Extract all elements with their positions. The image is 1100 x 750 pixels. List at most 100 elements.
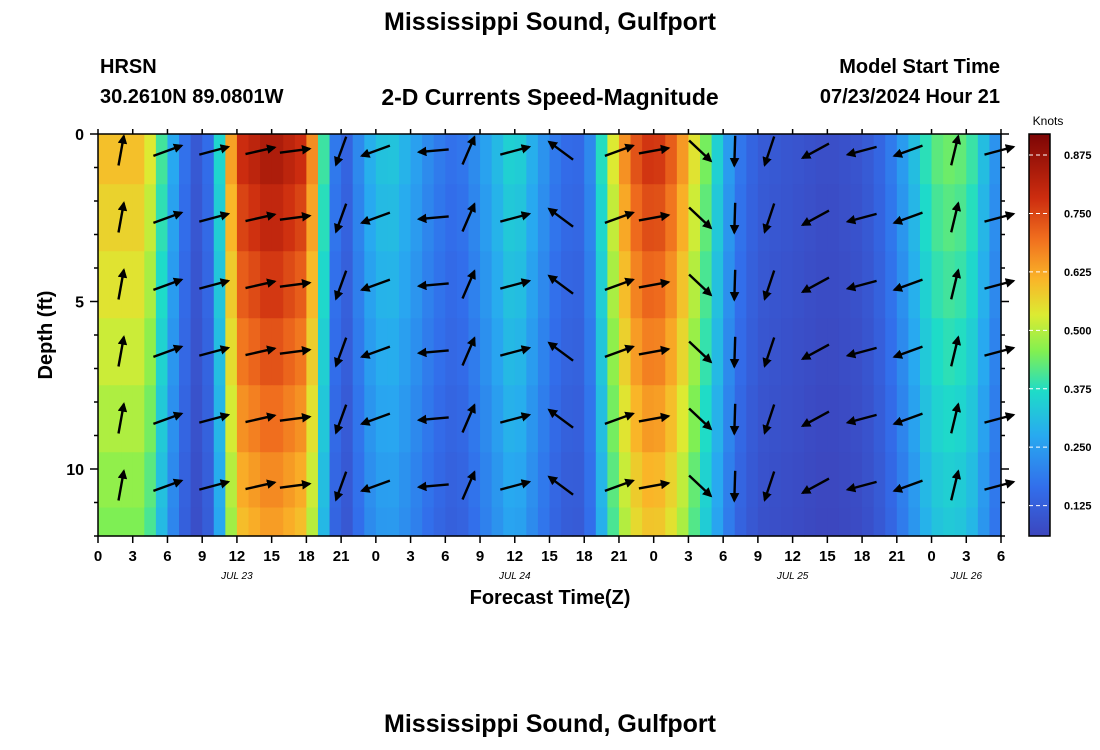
heatmap-cell [190, 184, 203, 252]
heatmap-cell [422, 134, 435, 185]
x-tick-label: 6 [719, 548, 727, 565]
current-vector-arrow [800, 477, 830, 494]
current-vector-arrow [688, 407, 713, 431]
current-vector-arrow [117, 268, 128, 300]
date-label: JUL 23 [220, 571, 253, 582]
heatmap-cell [757, 385, 771, 453]
x-tick-label: 6 [997, 548, 1005, 565]
heatmap-cell [711, 134, 724, 185]
heatmap-cell [306, 184, 319, 252]
heatmap-cell [109, 507, 122, 537]
heatmap-cell [375, 385, 389, 453]
heatmap-cell [885, 452, 898, 509]
current-vector-arrow [152, 411, 184, 426]
heatmap-cell [711, 251, 724, 319]
heatmap-cell [769, 251, 782, 319]
x-tick-label: 0 [927, 548, 935, 565]
heatmap-cell [294, 452, 307, 509]
heatmap-cell [526, 452, 539, 509]
heatmap-cell [931, 452, 944, 509]
heatmap-cell [769, 507, 782, 537]
current-vector-arrow [359, 211, 391, 225]
current-vector-arrow [245, 412, 277, 424]
heatmap-cell [919, 385, 933, 453]
heatmap-cell [155, 251, 169, 319]
heatmap-cell [792, 184, 805, 252]
heatmap-cell [121, 452, 134, 509]
heatmap-cell [688, 507, 701, 537]
heatmap-cell [514, 507, 527, 537]
x-axis: 0 3 6 9 12 15 18 21 0 3 6 9 12 15 18 21 0 3 6 9 12 15 18 21 0 3 6 J… [94, 129, 1005, 582]
heatmap-cell [977, 507, 991, 537]
current-vector-arrow [416, 213, 449, 224]
heatmap-cell [838, 385, 852, 453]
heatmap-cell [341, 134, 354, 185]
heatmap-cell [734, 318, 747, 386]
current-vector-arrow [547, 207, 574, 228]
heatmap-cell [850, 452, 863, 509]
heatmap-cell [445, 507, 458, 537]
heatmap-cell [688, 184, 701, 252]
heatmap-cell [630, 251, 643, 319]
heatmap-cell [676, 452, 690, 509]
heatmap-cell [862, 318, 875, 386]
heatmap-cell [352, 134, 365, 185]
heatmap-cell [132, 251, 145, 319]
heatmap-cell [815, 507, 828, 537]
heatmap-cell [422, 452, 435, 509]
heatmap-cell [607, 507, 620, 537]
heatmap-cell [422, 507, 435, 537]
heatmap-cell [225, 507, 238, 537]
heatmap-cell [711, 318, 724, 386]
current-vector-arrow [359, 345, 391, 359]
heatmap-cell [966, 184, 979, 252]
heatmap-cell [491, 452, 504, 509]
current-vector-arrow [416, 280, 449, 291]
heatmap-cell [908, 385, 921, 453]
heatmap-cell [387, 452, 400, 509]
y-axis: 0 5 10 [66, 127, 1009, 537]
heatmap-cell [781, 452, 794, 509]
heatmap-cell [885, 507, 898, 537]
heatmap-cell [561, 507, 574, 537]
heatmap-cell [954, 452, 967, 509]
heatmap-cell [943, 507, 956, 537]
heatmap-cell [468, 385, 481, 453]
current-vector-arrow [359, 412, 391, 426]
heatmap-cell [306, 385, 319, 453]
heatmap-cell [665, 184, 678, 252]
heatmap-cell [468, 251, 481, 319]
heatmap-cell [919, 251, 933, 319]
current-vector-arrow [198, 345, 231, 357]
heatmap-cell [399, 452, 412, 509]
heatmap-cell [792, 452, 805, 509]
heatmap-cell [665, 507, 678, 537]
y-tick-label: 10 [66, 462, 84, 479]
heatmap-cell [456, 507, 470, 537]
heatmap-cell [584, 385, 597, 453]
heatmap-cell [931, 507, 944, 537]
heatmap-cell [595, 452, 608, 509]
heatmap-cell [665, 452, 678, 509]
heatmap-cell [317, 318, 331, 386]
heatmap-cell [977, 134, 991, 185]
heatmap-cell [827, 251, 840, 319]
heatmap-cell [966, 385, 979, 453]
heatmap-cell [676, 385, 690, 453]
heatmap-cell [364, 452, 377, 509]
heatmap-cell [456, 318, 470, 386]
heatmap-cell [225, 251, 238, 319]
x-tick-label: 15 [263, 548, 280, 565]
heatmap-cell [850, 507, 863, 537]
current-vector-arrow [950, 402, 962, 434]
heatmap-cell [815, 134, 828, 185]
heatmap-cell [873, 251, 886, 319]
heatmap-cell [248, 507, 261, 537]
heatmap-cell [387, 385, 400, 453]
heatmap-cell [271, 251, 284, 319]
heatmap-cell [954, 251, 967, 319]
heatmap-cell [213, 452, 226, 509]
heatmap-cell [804, 134, 817, 185]
heatmap-cell [248, 452, 261, 509]
